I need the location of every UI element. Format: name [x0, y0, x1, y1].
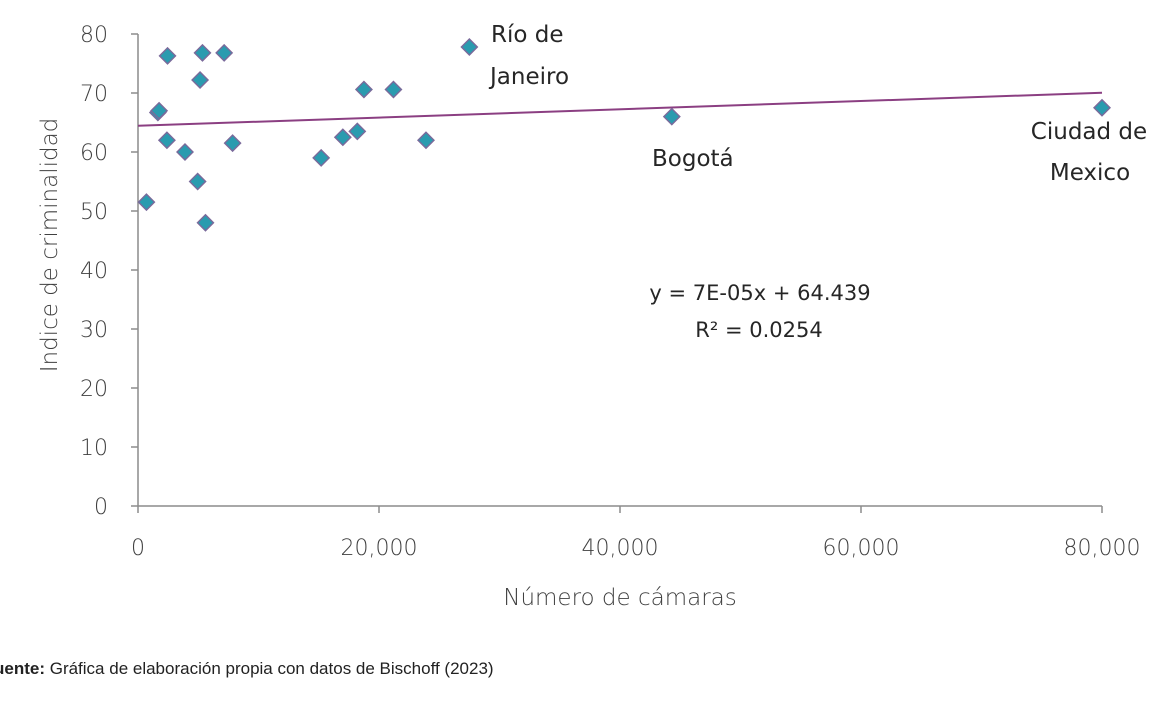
annotation-rio-line2: Janeiro: [488, 64, 569, 90]
x-tick-label: 20,000: [341, 536, 418, 561]
source-note: uente: Gráfica de elaboración propia con…: [0, 659, 494, 679]
source-text: Gráfica de elaboración propia con datos …: [45, 659, 494, 678]
data-point: [215, 43, 234, 62]
r-squared-line: R² = 0.0254: [695, 318, 822, 342]
data-point: [354, 80, 373, 99]
annotation-bogota: Bogotá: [652, 146, 734, 172]
x-tick-label: 40,000: [582, 536, 659, 561]
annotation-cdmx-line2: Mexico: [1050, 160, 1130, 186]
annotation-bogota-line1: Bogotá: [652, 146, 734, 172]
data-point: [312, 148, 331, 167]
annotation-rio: Río de Janeiro: [488, 22, 569, 90]
y-tick-label: 40: [80, 259, 108, 284]
y-tick-label: 50: [80, 200, 108, 225]
y-tick-label: 60: [80, 141, 108, 166]
trend-equation: y = 7E-05x + 64.439 R² = 0.0254: [649, 281, 870, 342]
y-tick-label: 0: [94, 495, 108, 520]
annotation-rio-line1: Río de: [491, 22, 564, 48]
y-axis-title: Indice de criminalidad: [37, 118, 63, 373]
data-point: [333, 128, 352, 147]
trendline: [137, 91, 1103, 127]
y-tick-label: 10: [80, 436, 108, 461]
data-point: [150, 101, 169, 120]
equation-line: y = 7E-05x + 64.439: [649, 281, 870, 305]
x-tick-label: 80,000: [1064, 536, 1141, 561]
y-tick-label: 20: [80, 377, 108, 402]
y-tick-label: 30: [80, 318, 108, 343]
data-point: [196, 213, 215, 232]
data-point: [176, 143, 194, 161]
data-point: [188, 172, 207, 191]
data-point: [348, 122, 367, 141]
annotation-cdmx: Ciudad de Mexico: [1031, 119, 1147, 186]
data-point: [662, 107, 681, 126]
x-axis-title: Número de cámaras: [503, 585, 737, 611]
source-label: uente:: [0, 659, 45, 678]
data-point: [417, 131, 435, 150]
axes: 0 10 20 30 40 50 60 70 80 0 20,000 40,000 60,000 80,…: [80, 23, 1140, 561]
data-point: [384, 80, 403, 99]
y-tick-label: 70: [80, 82, 108, 107]
data-point: [157, 131, 176, 150]
annotation-cdmx-line1: Ciudad de: [1031, 119, 1147, 145]
y-ticks: 0 10 20 30 40 50 60 70 80: [80, 23, 138, 520]
y-tick-label: 80: [80, 23, 108, 48]
data-point: [1093, 98, 1111, 117]
data-point: [191, 71, 210, 90]
x-ticks: 0 20,000 40,000 60,000 80,000: [131, 506, 1140, 561]
data-point: [137, 193, 156, 212]
data-point: [460, 37, 479, 56]
x-tick-label: 0: [131, 536, 145, 561]
data-point: [158, 46, 177, 65]
data-point: [193, 43, 212, 62]
data-point: [223, 134, 242, 153]
x-tick-label: 60,000: [823, 536, 900, 561]
data-points: [137, 37, 1111, 232]
